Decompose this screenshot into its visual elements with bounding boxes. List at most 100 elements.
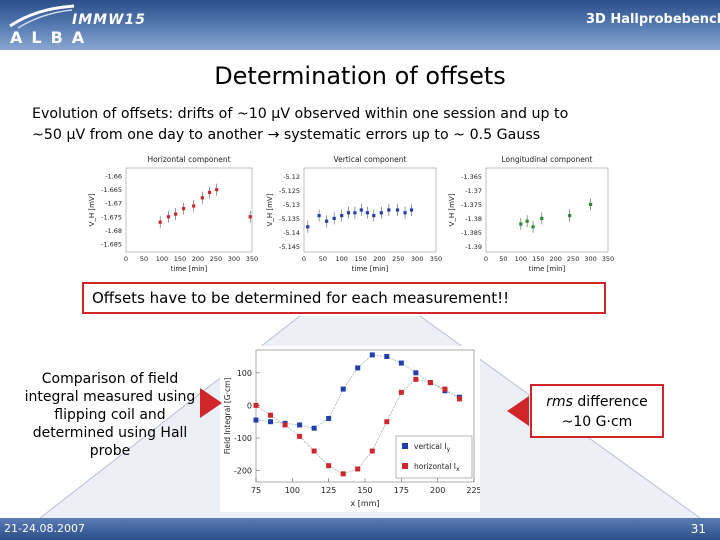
data-point — [379, 211, 383, 215]
plot-frame — [485, 167, 609, 253]
conference-name: IMMW15 — [72, 12, 146, 28]
intro-text: Evolution of offsets: drifts of ~10 μV o… — [32, 104, 692, 146]
data-point — [387, 208, 391, 212]
x-tick-label: 100 — [156, 255, 168, 263]
intro-line-2: ~50 μV from one day to another → systema… — [32, 127, 541, 143]
logo-text: ALBA — [10, 28, 94, 47]
data-point — [340, 471, 346, 477]
rms-label: rms — [546, 394, 573, 410]
x-tick-label: 200 — [430, 486, 445, 495]
y-tick-label: -5.145 — [279, 243, 300, 251]
x-axis-label: time [min] — [171, 265, 208, 273]
y-axis-label: V_H [mV] — [448, 193, 456, 226]
legend-label-subscript: y — [447, 446, 451, 453]
chart-title: Horizontal component — [147, 155, 230, 164]
data-point — [215, 188, 219, 192]
arrow-right-icon — [200, 388, 222, 418]
y-tick-label: -1.385 — [461, 229, 482, 237]
y-tick-label: -1.38 — [465, 215, 482, 223]
y-tick-label: -5.125 — [279, 187, 300, 195]
y-tick-label: -5.14 — [283, 229, 300, 237]
y-tick-label: -1.685 — [101, 240, 122, 248]
y-tick-label: -1.66 — [105, 173, 122, 181]
data-point — [427, 380, 433, 386]
x-tick-label: 100 — [336, 255, 348, 263]
x-tick-label: 0 — [484, 255, 488, 263]
data-point — [398, 360, 404, 366]
data-point — [355, 365, 361, 371]
data-point — [588, 202, 593, 206]
x-tick-label: 350 — [602, 255, 614, 263]
x-tick-label: 250 — [567, 255, 579, 263]
x-tick-label: 300 — [584, 255, 596, 263]
x-tick-label: 350 — [246, 255, 258, 263]
y-axis-label: V_H [mV] — [266, 193, 274, 226]
data-point — [306, 225, 310, 229]
x-tick-label: 75 — [251, 486, 261, 495]
data-point — [200, 196, 204, 200]
data-point — [413, 370, 419, 376]
alba-logo-icon — [9, 4, 75, 29]
legend-box — [395, 435, 473, 479]
horizontal-offset-chart: Horizontal component -1.66 -1.665 -1.67 -1.6… — [88, 155, 258, 273]
page-number: 31 — [690, 522, 706, 536]
horizontal-offset-plot: Horizontal component -1.66 -1.665 -1.67 -1.6… — [86, 152, 258, 274]
x-tick-label: 100 — [515, 255, 527, 263]
data-point — [413, 376, 419, 382]
legend-marker — [402, 443, 408, 449]
x-tick-label: 200 — [550, 255, 562, 263]
data-point — [409, 208, 414, 212]
y-tick-label: -1.675 — [101, 213, 122, 221]
y-tick-label: -1.67 — [105, 200, 122, 208]
x-tick-label: 0 — [302, 255, 306, 263]
data-point — [326, 415, 332, 421]
data-point — [568, 214, 572, 218]
y-tick-label: 100 — [237, 369, 252, 378]
x-tick-label: 250 — [210, 255, 222, 263]
x-tick-label: 200 — [192, 255, 204, 263]
data-point — [531, 225, 535, 229]
rms-line-1: rms difference — [532, 392, 662, 412]
x-tick-label: 0 — [124, 255, 128, 263]
data-point — [403, 211, 407, 215]
x-tick-label: 150 — [174, 255, 186, 263]
data-point — [384, 419, 390, 425]
x-tick-label: 125 — [321, 486, 336, 495]
data-point — [359, 208, 363, 212]
data-point — [253, 417, 259, 423]
data-point — [166, 215, 171, 219]
legend-label: horizontal Ix — [414, 462, 460, 473]
data-point — [395, 208, 400, 212]
longitudinal-offset-plot: Longitudinal component -1.365 -1.37 -1.375 -… — [446, 152, 614, 274]
data-point — [456, 396, 462, 402]
data-point — [540, 216, 544, 220]
x-tick-label: 50 — [319, 255, 327, 263]
data-point — [268, 412, 274, 418]
y-axis-label: Field Integral [G·cm] — [223, 378, 232, 455]
data-point — [340, 386, 346, 392]
data-point — [158, 220, 162, 224]
x-tick-label: 200 — [373, 255, 385, 263]
data-point — [182, 207, 186, 211]
header-bar: IMMW15 ALBA 3D Hallprobebench — [0, 0, 720, 50]
data-point — [311, 448, 317, 454]
x-tick-label: 300 — [228, 255, 240, 263]
slide-topic: 3D Hallprobebench — [585, 12, 720, 27]
y-axis-label: V_H [mV] — [88, 193, 96, 226]
x-axis-label: time [min] — [352, 265, 389, 273]
longitudinal-offset-chart: Longitudinal component -1.365 -1.37 -1.375 -… — [448, 155, 614, 273]
data-point — [248, 215, 252, 219]
series-line — [255, 354, 460, 429]
x-tick-label: 250 — [392, 255, 404, 263]
y-tick-label: -1.68 — [105, 227, 122, 235]
y-tick-label: -1.37 — [465, 187, 482, 195]
data-point — [332, 216, 336, 220]
x-tick-label: 150 — [354, 255, 366, 263]
slide-title: Determination of offsets — [214, 62, 506, 90]
data-point — [398, 389, 404, 395]
data-point — [282, 422, 288, 428]
data-point — [253, 402, 259, 408]
data-point — [353, 211, 357, 215]
vertical-offset-chart: Vertical component -5.12 -5.125 -5.13 -5.135… — [266, 155, 442, 273]
x-tick-label: 150 — [532, 255, 544, 263]
